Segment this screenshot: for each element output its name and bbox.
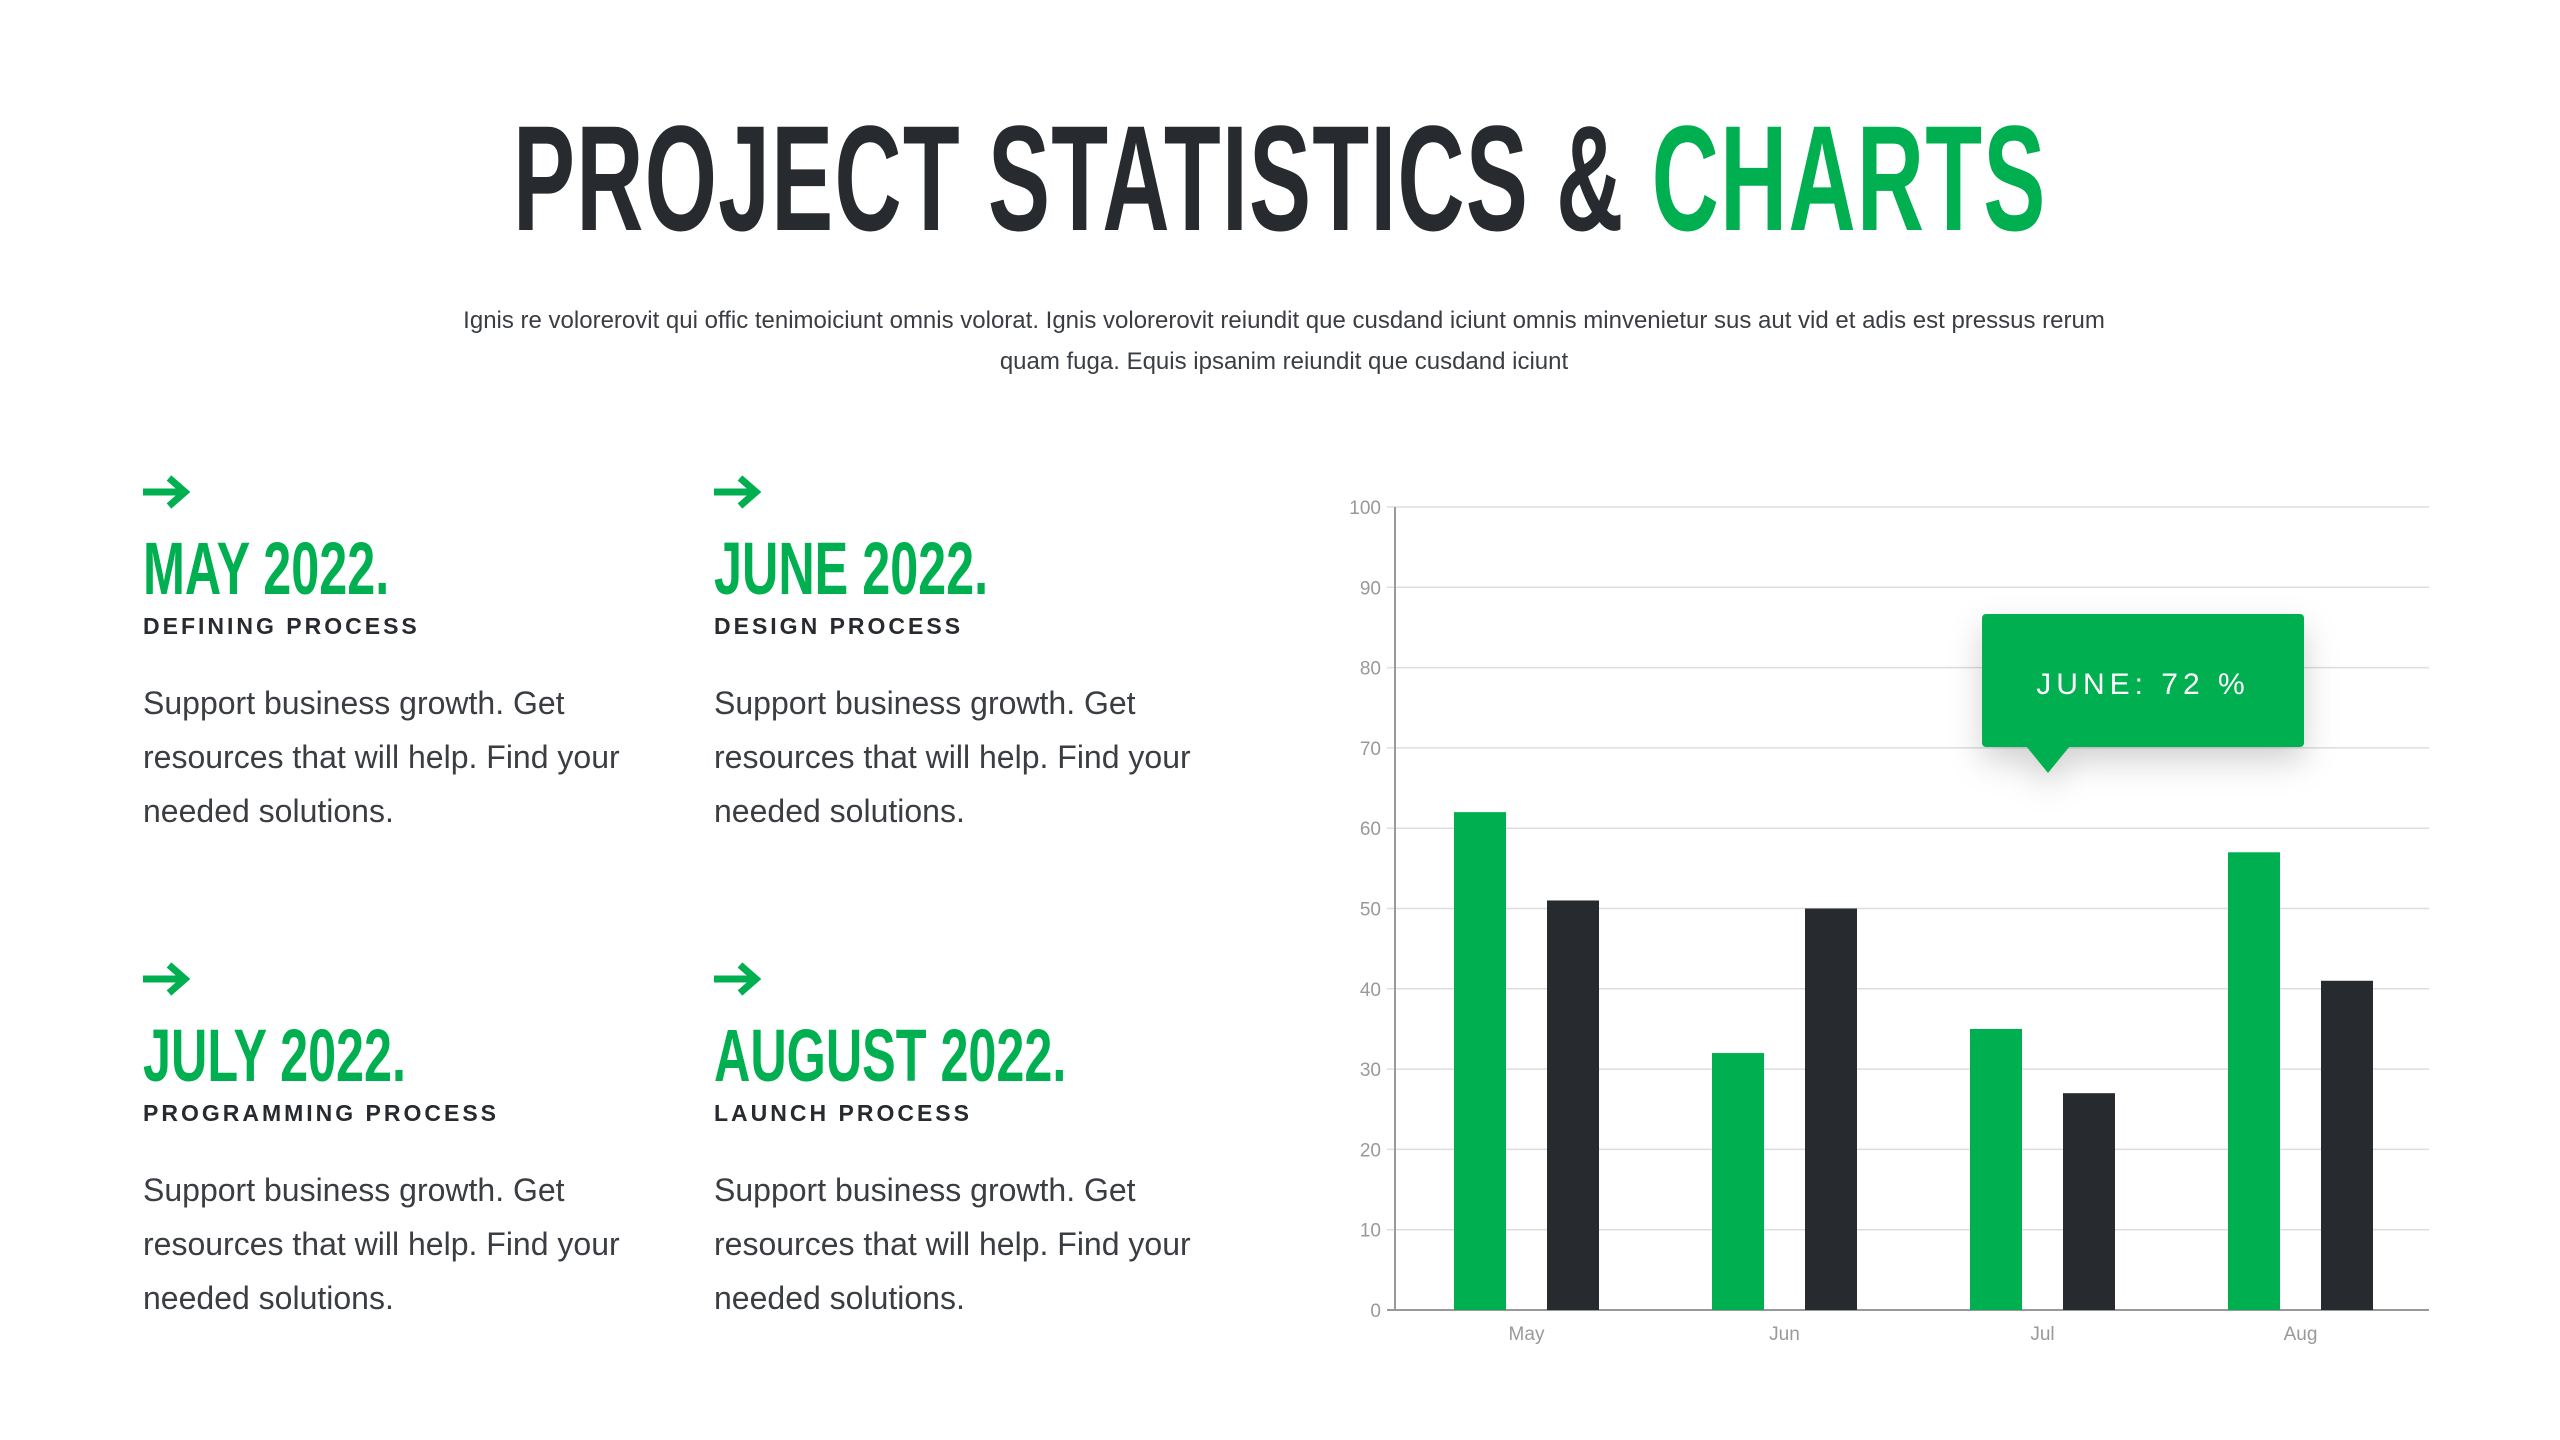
block-body: Support business growth. Get resources t…	[714, 685, 1191, 829]
timeline-block-may: MAY 2022. DEFINING PROCESS Support busin…	[143, 475, 683, 838]
y-tick-label: 90	[1360, 578, 1381, 599]
block-subheading: DEFINING PROCESS	[143, 613, 420, 639]
arrow-right-icon	[714, 962, 762, 996]
block-heading: JUNE 2022.	[714, 527, 989, 610]
x-tick-label: Jul	[2030, 1324, 2054, 1345]
bar-aug-series-2	[2321, 980, 2373, 1310]
block-subheading: PROGRAMMING PROCESS	[143, 1100, 500, 1126]
block-body: Support business growth. Get resources t…	[143, 1172, 620, 1316]
tooltip-pointer	[2026, 746, 2070, 773]
y-tick-label: 60	[1360, 819, 1381, 840]
y-tick-label: 30	[1360, 1060, 1381, 1081]
y-tick-label: 80	[1360, 659, 1381, 680]
bar-jul-series-2	[2063, 1093, 2115, 1310]
y-tick-label: 10	[1360, 1221, 1381, 1242]
x-tick-label: May	[1509, 1324, 1545, 1345]
arrow-right-icon	[714, 475, 762, 509]
y-tick-label: 20	[1360, 1140, 1381, 1161]
bar-may-series-2	[1547, 900, 1599, 1310]
arrow-right-icon	[143, 475, 191, 509]
block-heading: AUGUST 2022.	[714, 1014, 1067, 1097]
y-tick-label: 0	[1370, 1301, 1381, 1322]
block-body: Support business growth. Get resources t…	[143, 685, 620, 829]
subtitle: Ignis re volorerovit qui offic tenimoici…	[463, 307, 2105, 375]
tooltip	[1982, 614, 2304, 773]
block-subheading: DESIGN PROCESS	[714, 613, 964, 639]
y-tick-label: 50	[1360, 900, 1381, 921]
bar-jun-series-2	[1805, 908, 1857, 1310]
y-tick-label: 40	[1360, 980, 1381, 1001]
y-tick-label: 70	[1360, 739, 1381, 760]
timeline-block-july: JULY 2022. PROGRAMMING PROCESS Support b…	[143, 962, 683, 1325]
block-body: Support business growth. Get resources t…	[714, 1172, 1191, 1316]
y-tick-label: 100	[1349, 498, 1381, 519]
block-heading: MAY 2022.	[143, 527, 390, 610]
bar-aug-series-1	[2228, 852, 2280, 1310]
timeline-block-june: JUNE 2022. DESIGN PROCESS Support busine…	[714, 475, 1254, 838]
bar-jun-series-1	[1712, 1053, 1764, 1310]
title-main: PROJECT STATISTICS &	[513, 94, 1652, 262]
page-title: PROJECT STATISTICS & CHARTS	[0, 98, 2560, 258]
timeline-block-august: AUGUST 2022. LAUNCH PROCESS Support busi…	[714, 962, 1254, 1325]
title-accent: CHARTS	[1651, 94, 2047, 262]
block-heading: JULY 2022.	[143, 1014, 407, 1097]
arrow-right-icon	[143, 962, 191, 996]
x-tick-label: Aug	[2284, 1324, 2318, 1345]
tooltip-box	[1982, 614, 2304, 747]
bar-may-series-1	[1454, 812, 1506, 1310]
block-subheading: LAUNCH PROCESS	[714, 1100, 972, 1126]
tooltip-text: JUNE: 72 %	[2036, 668, 2249, 701]
x-tick-label: Jun	[1769, 1324, 1800, 1345]
bar-jul-series-1	[1970, 1028, 2022, 1310]
